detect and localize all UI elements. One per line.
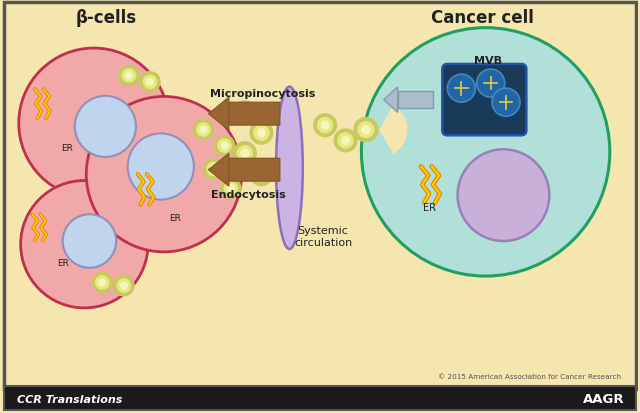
Circle shape	[203, 159, 225, 180]
Circle shape	[139, 72, 161, 93]
Circle shape	[98, 279, 106, 287]
Circle shape	[253, 125, 269, 142]
Circle shape	[333, 129, 358, 153]
Text: ER: ER	[169, 214, 181, 223]
Circle shape	[321, 121, 330, 131]
Circle shape	[227, 185, 235, 193]
Ellipse shape	[86, 97, 242, 252]
Circle shape	[146, 78, 154, 87]
Circle shape	[95, 275, 109, 290]
Circle shape	[193, 119, 214, 141]
Circle shape	[337, 133, 354, 149]
Circle shape	[237, 145, 253, 162]
Circle shape	[217, 139, 232, 154]
Circle shape	[223, 181, 238, 196]
Circle shape	[240, 109, 250, 118]
Circle shape	[220, 178, 242, 199]
Circle shape	[125, 72, 133, 81]
Circle shape	[196, 123, 211, 138]
FancyBboxPatch shape	[4, 2, 636, 389]
Text: β-cells: β-cells	[76, 9, 137, 27]
Circle shape	[477, 70, 505, 98]
Text: Endocytosis: Endocytosis	[211, 190, 286, 199]
Text: MVB: MVB	[474, 56, 502, 66]
Text: ER: ER	[61, 144, 73, 152]
Circle shape	[199, 126, 207, 134]
Circle shape	[206, 162, 221, 177]
Circle shape	[118, 65, 140, 87]
Circle shape	[361, 126, 371, 135]
Circle shape	[250, 163, 273, 187]
Circle shape	[220, 142, 228, 150]
Circle shape	[317, 118, 333, 134]
Circle shape	[75, 97, 136, 158]
Text: Systemic
circulation: Systemic circulation	[294, 225, 352, 247]
Circle shape	[362, 28, 610, 276]
Circle shape	[233, 101, 257, 125]
Polygon shape	[397, 92, 433, 109]
Ellipse shape	[276, 88, 303, 249]
Text: Cancer cell: Cancer cell	[431, 9, 534, 27]
Polygon shape	[209, 154, 229, 187]
Circle shape	[214, 135, 236, 157]
Circle shape	[209, 166, 218, 174]
Bar	[4, 386, 636, 411]
Ellipse shape	[20, 181, 148, 308]
Text: ER: ER	[58, 258, 70, 267]
Wedge shape	[380, 107, 407, 153]
Text: CCR Translations: CCR Translations	[17, 394, 123, 404]
Circle shape	[257, 129, 266, 138]
Circle shape	[357, 121, 374, 139]
Text: AAGR: AAGR	[583, 392, 625, 406]
Text: © 2015 American Association for Cancer Research: © 2015 American Association for Cancer R…	[438, 373, 621, 379]
Circle shape	[120, 282, 128, 290]
Circle shape	[250, 121, 273, 145]
Polygon shape	[384, 88, 397, 113]
Polygon shape	[209, 159, 280, 182]
Circle shape	[116, 279, 131, 293]
Ellipse shape	[19, 49, 169, 199]
Circle shape	[63, 215, 116, 268]
Circle shape	[353, 118, 379, 143]
Text: Micropinocytosis: Micropinocytosis	[210, 89, 316, 99]
Circle shape	[341, 136, 350, 146]
FancyBboxPatch shape	[442, 65, 526, 136]
Circle shape	[237, 105, 253, 121]
Circle shape	[458, 150, 549, 242]
Text: ER: ER	[423, 203, 436, 213]
Circle shape	[122, 69, 136, 83]
Circle shape	[113, 275, 134, 297]
Circle shape	[253, 166, 269, 183]
Polygon shape	[209, 98, 229, 131]
Circle shape	[92, 272, 113, 294]
Circle shape	[127, 134, 194, 200]
Circle shape	[492, 89, 520, 117]
Circle shape	[143, 75, 157, 90]
Circle shape	[233, 142, 257, 166]
Circle shape	[257, 170, 266, 179]
Polygon shape	[209, 103, 280, 126]
Circle shape	[447, 75, 476, 103]
Circle shape	[313, 114, 337, 138]
Circle shape	[240, 149, 250, 158]
